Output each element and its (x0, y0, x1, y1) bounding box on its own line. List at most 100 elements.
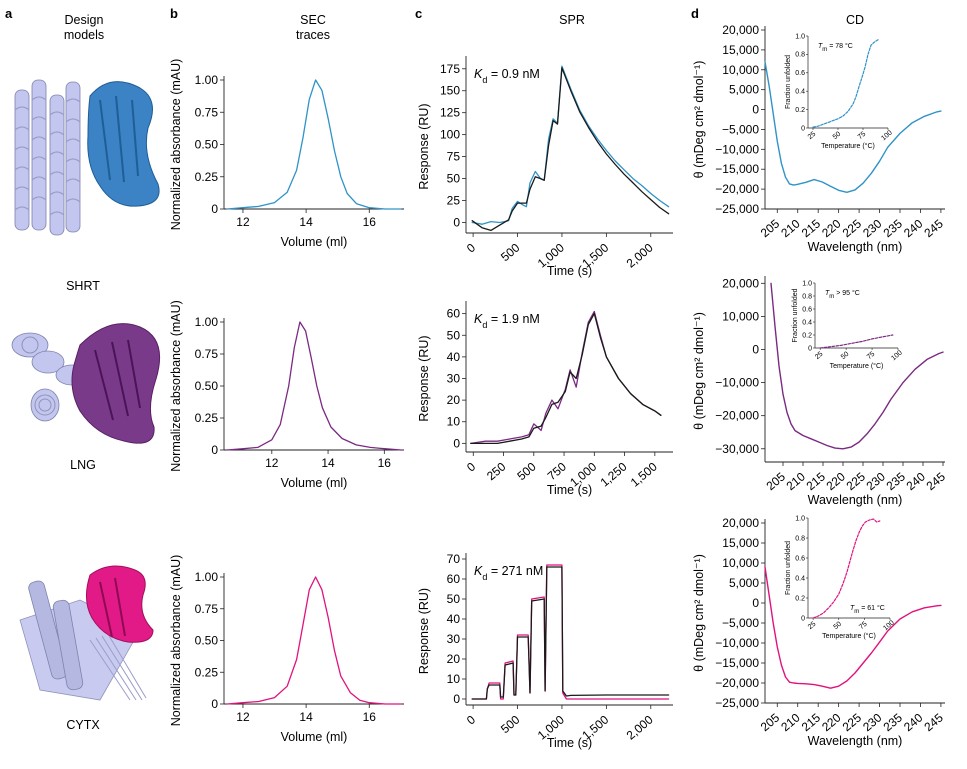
y-tick-label: 0.75 (195, 347, 219, 361)
inset-x-tick-label: 50 (840, 351, 851, 361)
y-tick-label: 0.75 (195, 602, 219, 616)
tm-value: = 78 °C (827, 42, 853, 50)
y-tick-label: 10 (447, 415, 461, 429)
y-tick-label: 0 (211, 202, 218, 216)
inset-x-tick-label: 75 (857, 131, 868, 141)
x-tick-label: 0 (464, 240, 478, 255)
y-tick-label: 40 (447, 612, 461, 626)
kd-value: = 0.9 nM (487, 67, 539, 81)
inset-y-tick-label: 0.6 (795, 70, 805, 77)
x-axis-label: Time (s) (547, 483, 592, 497)
header-cd: CD (846, 13, 864, 27)
y-tick-label: −20,000 (715, 182, 759, 196)
y-tick-label: 20,000 (722, 276, 759, 290)
label-lng: LNG (70, 458, 96, 472)
fit-curve (470, 312, 662, 445)
inset-y-axis-label: Fraction unfolded (792, 288, 799, 342)
y-tick-label: 0 (752, 342, 759, 356)
header-sec-line2: traces (296, 28, 330, 42)
x-tick-label: 16 (363, 710, 377, 724)
inset-tm-annotation: Tm > 95 °C (825, 289, 860, 300)
y-tick-label: 0 (453, 692, 460, 706)
y-tick-label: −5,000 (722, 122, 759, 136)
y-tick-label: 25 (447, 194, 461, 208)
kd-annotation: Kd = 271 nM (474, 564, 543, 582)
y-tick-label: 0.25 (195, 411, 219, 425)
x-tick-label: 14 (299, 215, 313, 229)
y-axis-label: Response (RU) (417, 103, 431, 189)
tm-subscript: m (822, 47, 827, 53)
x-tick-label: 245 (921, 216, 946, 240)
kd-subscript: d (482, 572, 487, 582)
x-tick-label: 16 (363, 215, 377, 229)
inset-tm-annotation: Tm = 61 °C (850, 604, 885, 615)
y-axis-label: θ (mDeg cm² dmol⁻¹) (692, 312, 706, 430)
inset-y-tick-label: 0.2 (795, 595, 805, 602)
y-axis-label: θ (mDeg cm² dmol⁻¹) (692, 61, 706, 179)
inset-x-tick-label: 50 (832, 131, 843, 141)
kd-value: = 271 nM (487, 564, 543, 578)
y-tick-label: 30 (447, 372, 461, 386)
y-tick-label: 50 (447, 592, 461, 606)
y-tick-label: −10,000 (715, 636, 759, 650)
sec-trace-cytx-chart: 0 0.25 0.50 0.75 1.00 12 14 16 Volume (ml) Normal… (169, 555, 404, 744)
x-tick-label: 750 (545, 459, 570, 483)
thermal-melt-inset: 0 0.2 0.4 0.6 0.8 1.0 25 50 75 100 Temperature (°C… (792, 280, 904, 370)
inset-y-tick-label: 0.4 (795, 89, 805, 96)
cd-trace-line (764, 566, 942, 689)
x-axis-label: Time (s) (547, 264, 592, 278)
x-tick-label: 16 (378, 456, 392, 470)
protein-structure-lng-icon (11, 323, 161, 444)
x-axis-label: Wavelength (nm) (808, 240, 903, 254)
inset-unfolding-curve (812, 39, 879, 128)
x-tick-label: 12 (265, 456, 279, 470)
y-tick-label: 15,000 (722, 536, 759, 550)
y-tick-label: 0 (453, 436, 460, 450)
label-cytx: CYTX (66, 718, 100, 732)
fit-curve (471, 566, 670, 700)
y-tick-label: 150 (440, 84, 460, 98)
cd-cytx-chart: −25,000 −20,000 −15,000 −10,000 −5,000 0 5,000… (692, 515, 946, 748)
x-axis-label: Volume (ml) (281, 476, 348, 490)
inset-x-tick-label: 50 (833, 621, 844, 631)
inset-y-tick-label: 1.0 (795, 33, 805, 40)
tm-subscript: m (829, 294, 834, 300)
inset-x-tick-label: 100 (880, 129, 894, 142)
y-tick-label: 60 (447, 307, 461, 321)
y-tick-label: −15,000 (715, 162, 759, 176)
tm-value: > 95 °C (834, 289, 860, 297)
y-tick-label: 0.50 (195, 634, 219, 648)
x-tick-label: 2,000 (624, 712, 656, 742)
fit-curve (471, 67, 670, 232)
x-tick-label: 2,000 (624, 240, 656, 270)
cd-shrt-chart: −25,000 −20,000 −15,000 −10,000 −5,000 0 5,000… (692, 23, 946, 254)
inset-unfolding-curve (819, 334, 894, 349)
inset-x-tick-label: 100 (890, 349, 904, 362)
inset-y-tick-label: 0 (808, 345, 812, 352)
sec-trace-line (226, 321, 402, 451)
inset-y-tick-label: 0.4 (795, 575, 805, 582)
inset-tm-annotation: Tm = 78 °C (818, 42, 853, 53)
inset-y-tick-label: 0 (801, 125, 805, 132)
inset-y-tick-label: 0 (801, 615, 805, 622)
header-spr: SPR (559, 13, 585, 27)
y-tick-label: −10,000 (715, 376, 759, 390)
y-tick-label: 1.00 (195, 570, 219, 584)
y-tick-label: 5,000 (729, 83, 759, 97)
y-tick-label: 20,000 (722, 23, 759, 37)
x-tick-label: 1,500 (628, 459, 660, 489)
sec-trace-shrt-chart: 0 0.25 0.50 0.75 1.00 12 14 16 Volume (ml) Normal… (169, 59, 404, 249)
sec-trace-lng-chart: 0 0.25 0.50 0.75 1.00 12 14 16 Volume (ml) Normal… (169, 300, 404, 490)
inset-x-tick-label: 25 (814, 351, 825, 361)
y-tick-label: 1.00 (195, 73, 219, 87)
x-tick-label: 1,250 (598, 459, 630, 489)
cd-trace-line (770, 282, 944, 450)
inset-x-tick-label: 25 (807, 131, 818, 141)
cd-trace-line (764, 61, 942, 193)
inset-x-axis-label: Temperature (°C) (822, 632, 876, 640)
inset-y-tick-label: 0.6 (795, 555, 805, 562)
y-tick-label: 5,000 (729, 576, 759, 590)
